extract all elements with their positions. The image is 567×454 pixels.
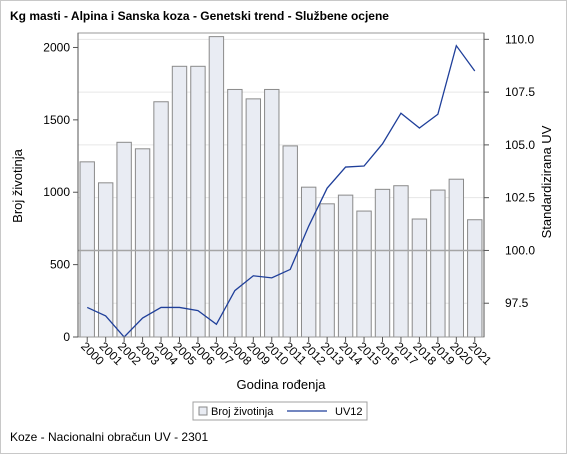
y-tick-label: 1500 <box>43 113 70 127</box>
line-series <box>86 44 476 338</box>
bar <box>411 218 428 338</box>
x-axis-label: Godina rođenja <box>237 377 327 392</box>
legend-bar-label: Broj životinja <box>211 406 274 418</box>
y-tick-label: 0 <box>63 330 70 344</box>
bar <box>208 36 225 338</box>
bar <box>282 145 298 338</box>
bar <box>245 98 262 338</box>
bar <box>448 178 465 338</box>
y2-tick-labels: 97.5 100.0 102.5 105.0 107.5 110.0 <box>484 32 535 310</box>
legend-line-label: UV12 <box>335 406 363 418</box>
axes <box>77 32 485 338</box>
bar <box>374 188 391 338</box>
y2-tick-label: 105.0 <box>505 138 535 152</box>
bar <box>171 65 188 338</box>
bar <box>319 203 335 338</box>
bar <box>153 101 169 338</box>
bar <box>79 161 95 338</box>
bar <box>300 186 317 338</box>
bar <box>393 185 409 338</box>
y-tick-labels: 0 500 1000 1500 2000 <box>43 40 78 344</box>
y2-tick-label: 110.0 <box>505 32 534 46</box>
bar <box>337 194 354 338</box>
y2-tick-label: 102.5 <box>505 191 535 205</box>
y2-tick-label: 100.0 <box>505 243 535 257</box>
bar <box>430 189 446 338</box>
footnote: Koze - Nacionalni obračun UV - 2301 <box>10 430 209 444</box>
legend: Broj životinja UV12 <box>192 401 368 421</box>
uv12-line <box>86 44 476 338</box>
bar <box>467 219 483 338</box>
y2-axis-label: Standardizirana UV <box>539 125 554 238</box>
x-tick-labels: 2000200120022003200420052006200720082009… <box>78 337 495 368</box>
legend-box <box>192 401 368 421</box>
bar <box>116 141 132 338</box>
chart-title: Kg masti - Alpina i Sanska koza - Genets… <box>10 9 389 23</box>
bar <box>264 88 280 338</box>
legend-bar-swatch <box>198 406 208 416</box>
y2-tick-label: 97.5 <box>505 296 529 310</box>
y-tick-label: 1000 <box>43 185 70 199</box>
y2-tick-label: 107.5 <box>505 85 535 99</box>
y-tick-label: 500 <box>50 258 70 272</box>
bar <box>190 65 206 338</box>
y-tick-label: 2000 <box>43 40 70 54</box>
bar <box>356 210 372 338</box>
y-axis-label: Broj životinja <box>10 148 25 222</box>
bar <box>134 148 151 338</box>
